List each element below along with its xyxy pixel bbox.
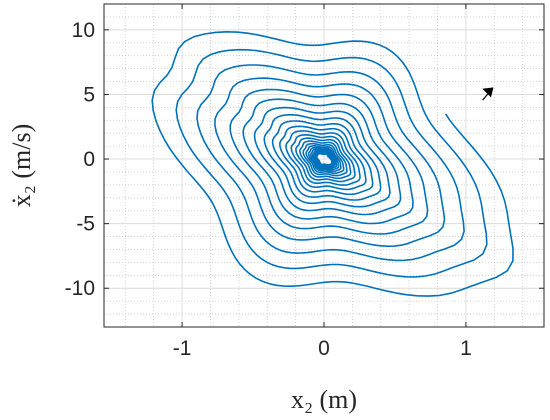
trajectory-layer [151,30,514,297]
trajectory-line [151,30,514,297]
y-tick-label: -10 [65,277,95,300]
y-tick-label: 0 [83,148,95,171]
x-axis-label: x₂ (m) [291,385,357,414]
x-tick-label: -1 [173,337,192,360]
trajectory-arrow [482,87,494,101]
y-axis-label: ẋ₂ (m/s) [7,124,36,207]
y-tick-label: 10 [72,19,95,42]
tick-marks [104,4,544,327]
x-tick-label: 0 [318,337,330,360]
y-tick-labels: 10 5 0 -5 -10 [65,19,95,300]
y-tick-label: 5 [83,83,95,106]
direction-arrow-icon [482,87,494,101]
x-tick-labels: -1 0 1 [173,337,472,360]
y-tick-label: -5 [76,213,95,236]
x-tick-label: 1 [460,337,472,360]
